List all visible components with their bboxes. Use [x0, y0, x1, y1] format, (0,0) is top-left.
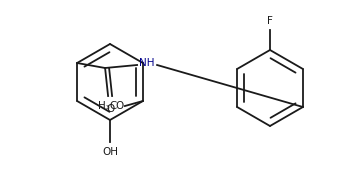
Text: O: O: [116, 101, 124, 111]
Text: O: O: [106, 104, 114, 114]
Text: OH: OH: [102, 147, 118, 157]
Text: NH: NH: [139, 58, 155, 68]
Text: F: F: [267, 16, 273, 26]
Text: H₃C: H₃C: [98, 101, 117, 111]
